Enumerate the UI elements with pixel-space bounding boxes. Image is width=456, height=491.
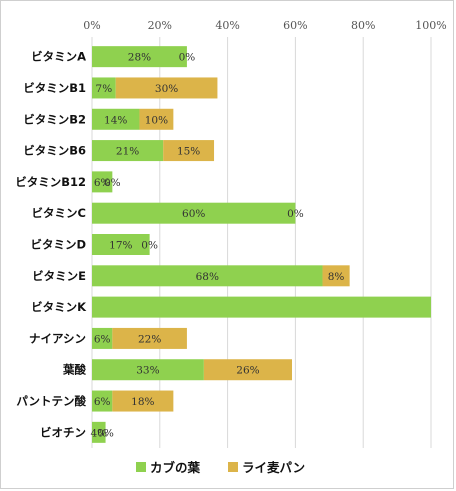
data-label: 17% (109, 240, 132, 252)
bar-segment (139, 108, 174, 130)
bar-segment (92, 421, 106, 443)
x-tick-label: 100% (415, 19, 446, 32)
bar-segment (112, 327, 187, 349)
category-label: ビタミンD (30, 238, 86, 252)
bar-segment (92, 46, 187, 68)
legend-swatch (228, 462, 238, 472)
category-label: ビタミンB6 (23, 144, 86, 158)
x-tick-label: 20% (148, 19, 172, 32)
category-labels: ビタミンA ビタミンB1 ビタミンB2 ビタミンB6 ビタミンB12 ビタミンC ビタミンD… (15, 50, 87, 440)
bar-segment (92, 359, 204, 381)
bars: 28% 0%7% 30%14% 10%21% 15%6%0%60% 0%17% 0%68% 8… (90, 46, 431, 443)
category-label: ビタミンC (32, 206, 86, 220)
data-label: 6% (94, 396, 111, 408)
bar-segment (92, 296, 431, 318)
data-label: 60% (182, 208, 205, 220)
x-tick-label: 40% (215, 19, 239, 32)
bar-segment (92, 390, 113, 412)
x-tick-label: 60% (283, 19, 307, 32)
bar-segment (92, 108, 140, 130)
legend-label: ライ麦パン (242, 460, 305, 475)
data-label: 28% (128, 52, 151, 64)
category-label: ビタミンB12 (15, 175, 86, 189)
data-label: 0% (141, 240, 158, 252)
legend-swatch (136, 462, 146, 472)
data-label: 4% (90, 427, 107, 439)
bar-segment (163, 140, 215, 162)
category-label: ビタミンE (32, 269, 86, 283)
category-label: パントテン酸 (16, 394, 86, 408)
bar-segment (203, 359, 293, 381)
data-label: 21% (116, 146, 139, 158)
data-label: 6% (94, 333, 111, 345)
x-tick-label: 0% (83, 19, 100, 32)
data-label: 68% (196, 271, 219, 283)
category-label: ビタミンA (31, 50, 86, 64)
bar-segment (92, 202, 296, 224)
data-label: 22% (138, 333, 161, 345)
data-label: 0% (97, 427, 114, 439)
data-label: 30% (155, 83, 178, 95)
data-label: 0% (179, 52, 196, 64)
data-label: 18% (131, 396, 154, 408)
category-label: ナイアシン (29, 331, 86, 345)
data-label: 7% (96, 83, 113, 95)
category-label: ビタミンB2 (23, 112, 86, 126)
data-label: 0% (104, 177, 121, 189)
bar-segment (112, 390, 174, 412)
bar-segment (115, 77, 218, 99)
data-label: 6% (94, 177, 111, 189)
data-label: 0% (287, 208, 304, 220)
bar-segment (92, 77, 116, 99)
x-axis-ticks: 0% 20% 40% 60% 80% 100% (83, 19, 446, 32)
bar-segment (92, 140, 164, 162)
data-label: 33% (136, 365, 159, 377)
category-label: ビタミンB1 (23, 81, 86, 95)
data-label: 8% (328, 271, 345, 283)
bar-segment (92, 171, 113, 193)
bar-segment (92, 234, 150, 255)
x-tick-label: 80% (351, 19, 375, 32)
bar-segment (92, 327, 113, 349)
legend-label: カブの葉 (150, 460, 201, 475)
legend: カブの葉 ライ麦パン (136, 460, 305, 475)
data-label: 10% (145, 114, 168, 126)
data-label: 14% (104, 114, 127, 126)
category-label: 葉酸 (62, 363, 86, 377)
category-label: ビオチン (40, 425, 86, 439)
data-label: 15% (177, 146, 200, 158)
bar-segment (92, 265, 323, 287)
data-label: 26% (236, 365, 259, 377)
bar-segment (322, 265, 350, 287)
category-label: ビタミンK (31, 300, 87, 314)
